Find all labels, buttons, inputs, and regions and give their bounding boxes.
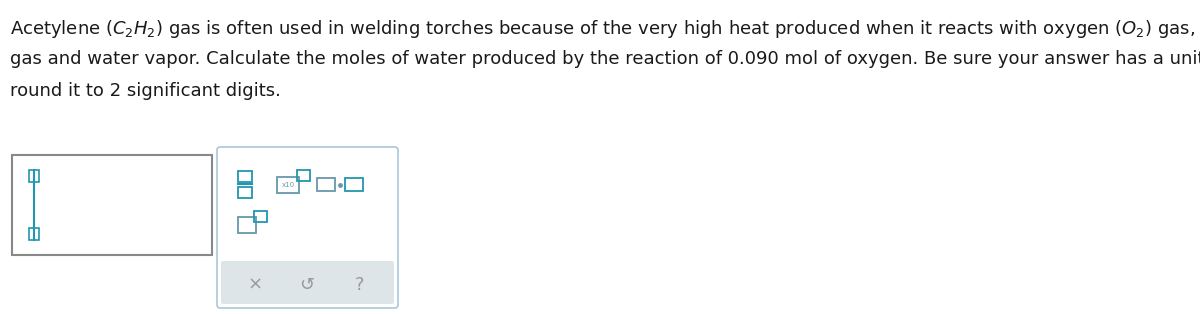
Bar [317, 178, 335, 191]
Bar [277, 177, 299, 193]
Text: ↺: ↺ [300, 276, 314, 294]
FancyBboxPatch shape [217, 147, 398, 308]
FancyBboxPatch shape [221, 261, 394, 304]
Text: gas and water vapor. Calculate the moles of water produced by the reaction of 0.: gas and water vapor. Calculate the moles… [10, 50, 1200, 68]
Text: x10: x10 [282, 182, 294, 188]
Bar [29, 228, 38, 240]
Bar [12, 155, 212, 255]
Bar [29, 170, 38, 182]
Bar [238, 171, 252, 182]
Bar [238, 187, 252, 198]
Bar [298, 170, 310, 181]
Text: ×: × [247, 276, 263, 294]
Bar [238, 217, 256, 233]
Bar [346, 178, 364, 191]
Text: ?: ? [355, 276, 365, 294]
Text: round it to 2 significant digits.: round it to 2 significant digits. [10, 82, 281, 100]
Bar [254, 211, 266, 222]
Text: Acetylene $(C_2H_2)$ gas is often used in welding torches because of the very hi: Acetylene $(C_2H_2)$ gas is often used i… [10, 18, 1200, 40]
